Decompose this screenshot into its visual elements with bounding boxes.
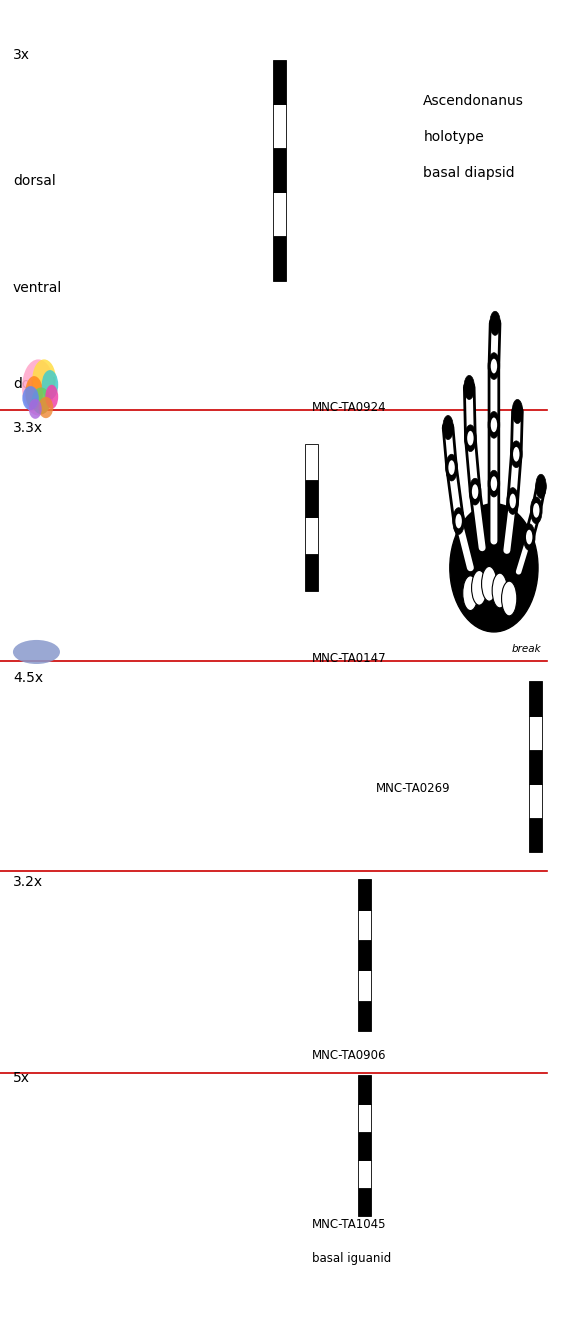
Circle shape bbox=[467, 430, 474, 446]
Circle shape bbox=[453, 508, 465, 534]
Text: MNC-TA0269: MNC-TA0269 bbox=[376, 782, 451, 795]
Bar bbox=[529, 749, 542, 784]
Bar bbox=[305, 481, 318, 517]
Circle shape bbox=[533, 504, 540, 518]
Circle shape bbox=[512, 399, 523, 424]
Text: dorsal: dorsal bbox=[13, 377, 56, 390]
Circle shape bbox=[488, 353, 500, 379]
Ellipse shape bbox=[13, 640, 60, 664]
Bar bbox=[358, 910, 371, 941]
Text: 3.3x: 3.3x bbox=[13, 421, 43, 434]
Text: basal iguanid: basal iguanid bbox=[312, 1252, 391, 1265]
Circle shape bbox=[490, 417, 497, 433]
Text: dorsal: dorsal bbox=[13, 174, 56, 187]
Bar bbox=[358, 1075, 371, 1104]
Circle shape bbox=[482, 566, 497, 601]
Bar bbox=[273, 60, 286, 104]
Bar bbox=[305, 554, 318, 591]
Text: MNC-TA1045: MNC-TA1045 bbox=[312, 1218, 386, 1232]
Bar bbox=[358, 879, 371, 910]
Bar bbox=[529, 716, 542, 749]
Circle shape bbox=[448, 461, 455, 476]
Ellipse shape bbox=[38, 397, 53, 418]
Ellipse shape bbox=[32, 387, 51, 414]
Bar bbox=[529, 818, 542, 852]
Bar bbox=[305, 444, 318, 480]
Circle shape bbox=[443, 415, 453, 440]
Text: ventral: ventral bbox=[13, 281, 62, 294]
Text: Ascendonanus: Ascendonanus bbox=[423, 94, 524, 107]
Circle shape bbox=[464, 375, 475, 399]
Circle shape bbox=[469, 478, 481, 505]
Circle shape bbox=[530, 497, 542, 524]
Circle shape bbox=[472, 485, 479, 500]
Ellipse shape bbox=[42, 370, 58, 399]
Bar bbox=[358, 1001, 371, 1031]
Bar bbox=[273, 192, 286, 236]
Bar bbox=[273, 148, 286, 192]
Circle shape bbox=[513, 448, 520, 462]
Bar bbox=[529, 681, 542, 716]
Circle shape bbox=[490, 477, 497, 492]
Bar bbox=[358, 1188, 371, 1216]
Ellipse shape bbox=[25, 377, 43, 410]
Ellipse shape bbox=[29, 399, 42, 420]
Bar bbox=[358, 1160, 371, 1188]
Bar bbox=[358, 1104, 371, 1132]
Circle shape bbox=[536, 474, 546, 498]
Text: 5x: 5x bbox=[13, 1071, 30, 1085]
Bar bbox=[358, 1132, 371, 1160]
Text: break: break bbox=[512, 644, 541, 653]
Circle shape bbox=[465, 425, 476, 452]
Circle shape bbox=[472, 570, 487, 605]
Text: holotype: holotype bbox=[423, 130, 484, 143]
Circle shape bbox=[492, 573, 507, 608]
Ellipse shape bbox=[22, 359, 54, 415]
Bar bbox=[273, 236, 286, 281]
Bar bbox=[358, 941, 371, 970]
Circle shape bbox=[526, 530, 533, 545]
Bar bbox=[273, 104, 286, 148]
Circle shape bbox=[510, 441, 522, 468]
Bar bbox=[358, 970, 371, 1001]
Circle shape bbox=[523, 524, 535, 550]
Ellipse shape bbox=[450, 504, 538, 632]
Text: 3.2x: 3.2x bbox=[13, 875, 43, 888]
Circle shape bbox=[490, 311, 500, 335]
Text: 4.5x: 4.5x bbox=[13, 671, 43, 684]
Text: 3x: 3x bbox=[13, 48, 30, 61]
Ellipse shape bbox=[22, 386, 39, 410]
Circle shape bbox=[463, 576, 478, 611]
Circle shape bbox=[509, 493, 516, 509]
Text: MNC-TA0147: MNC-TA0147 bbox=[312, 652, 386, 665]
Circle shape bbox=[488, 470, 500, 497]
Circle shape bbox=[446, 454, 457, 481]
Circle shape bbox=[488, 411, 500, 438]
Circle shape bbox=[507, 488, 519, 514]
Ellipse shape bbox=[32, 359, 56, 399]
Text: basal diapsid: basal diapsid bbox=[423, 166, 515, 179]
Ellipse shape bbox=[45, 385, 58, 409]
Text: MNC-TA0906: MNC-TA0906 bbox=[312, 1049, 386, 1062]
Bar bbox=[305, 517, 318, 554]
Bar bbox=[529, 784, 542, 818]
Circle shape bbox=[490, 359, 497, 374]
Text: MNC-TA0924: MNC-TA0924 bbox=[312, 401, 386, 414]
Circle shape bbox=[455, 514, 462, 529]
Circle shape bbox=[502, 581, 517, 616]
